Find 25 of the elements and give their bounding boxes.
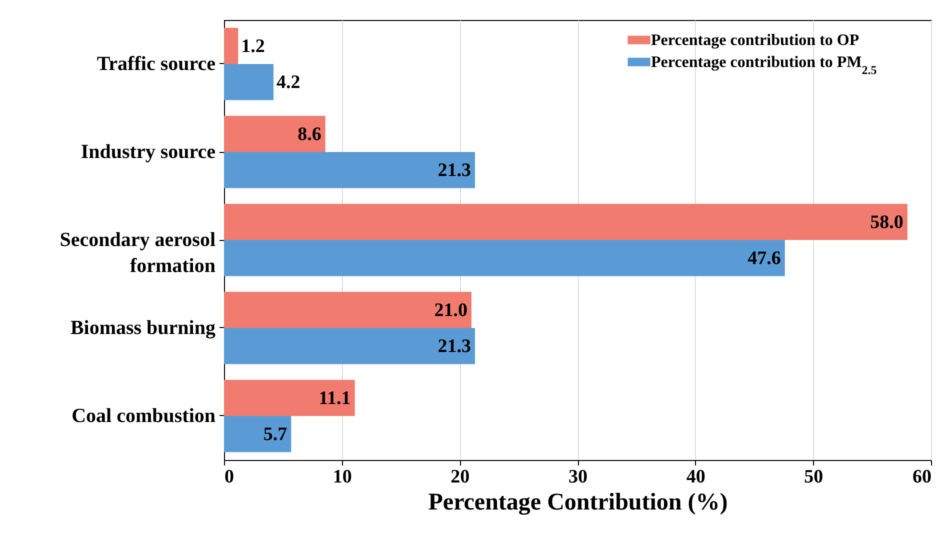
- y-tick-label: Traffic source: [96, 53, 216, 75]
- x-tick-label: 40: [686, 466, 706, 488]
- x-tick-label: 60: [912, 466, 932, 488]
- x-tick-label: 20: [450, 466, 470, 488]
- x-tick-label: 10: [332, 466, 352, 488]
- data-label: 8.6: [298, 124, 322, 145]
- data-label: 58.0: [870, 212, 904, 233]
- y-tick-label: Coal combustion: [72, 405, 216, 427]
- data-label: 5.7: [263, 424, 288, 446]
- data-label: 47.6: [748, 248, 781, 270]
- x-axis-title: Percentage Contribution (%): [428, 490, 728, 516]
- legend-label: Percentage contribution to PM$_{2.5}$: [651, 54, 877, 77]
- data-label: 1.2: [241, 36, 265, 57]
- data-label: 4.2: [276, 72, 300, 94]
- data-label: 21.3: [438, 160, 471, 182]
- legend-label: Percentage contribution to OP: [651, 32, 860, 49]
- y-tick-label: Industry source: [80, 141, 216, 163]
- x-tick-label: 30: [568, 466, 588, 488]
- y-tick-label: Biomass burning: [70, 317, 216, 339]
- y-tick-label: Secondary aerosol formation: [60, 229, 216, 277]
- data-label: 21.3: [438, 336, 471, 358]
- x-tick-label: 0: [224, 466, 234, 488]
- data-label: 21.0: [434, 300, 468, 321]
- x-tick-label: 50: [804, 466, 824, 488]
- data-label: 11.1: [318, 388, 351, 409]
